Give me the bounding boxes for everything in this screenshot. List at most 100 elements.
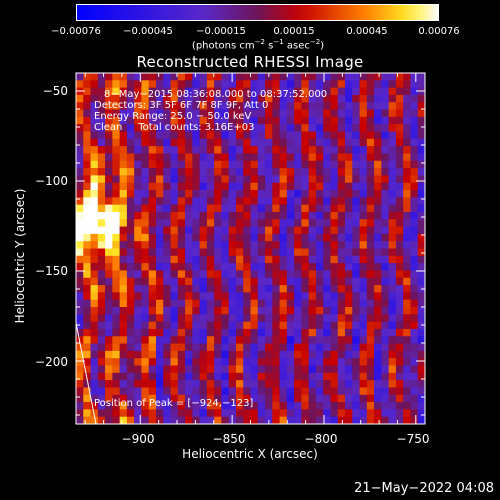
heatmap-cell <box>417 402 426 410</box>
colorbar-tick-label: 0.00045 <box>346 26 388 37</box>
heatmap-cell <box>243 109 251 118</box>
heatmap-cell <box>294 263 302 271</box>
heatmap-cell <box>163 402 171 410</box>
heatmap-cell <box>105 270 113 279</box>
heatmap-cell <box>214 204 222 213</box>
heatmap-cell <box>112 116 120 125</box>
heatmap-cell <box>388 146 397 154</box>
heatmap-cell <box>199 138 208 147</box>
heatmap-cell <box>148 73 157 81</box>
heatmap-cell <box>410 116 419 125</box>
heatmap-cell <box>337 219 346 227</box>
heatmap-cell <box>374 160 382 169</box>
heatmap-cell <box>126 394 135 403</box>
heatmap-cell <box>323 343 331 352</box>
heatmap-cell <box>323 285 331 293</box>
heatmap-cell <box>265 124 273 132</box>
heatmap-cell <box>97 80 106 88</box>
heatmap-cell <box>199 109 208 118</box>
heatmap-cell <box>105 402 113 410</box>
heatmap-cell <box>126 263 135 271</box>
heatmap-cell <box>294 343 302 352</box>
heatmap-cell <box>417 394 426 403</box>
heatmap-cell <box>272 138 280 147</box>
heatmap-cell <box>250 124 259 132</box>
heatmap-cell <box>323 124 331 132</box>
heatmap-cell <box>352 241 360 249</box>
heatmap-cell <box>105 336 113 344</box>
heatmap-cell <box>410 402 419 410</box>
heatmap-cell <box>97 285 106 293</box>
heatmap-cell <box>279 168 288 176</box>
heatmap-cell <box>330 380 339 388</box>
heatmap-cell <box>395 314 404 322</box>
heatmap-cell <box>345 248 353 257</box>
heatmap-cell <box>119 211 128 220</box>
heatmap-cell <box>330 116 339 125</box>
heatmap-cell <box>141 328 150 337</box>
heatmap-cell <box>272 350 280 359</box>
heatmap-cell <box>214 87 222 96</box>
heatmap-cell <box>330 226 339 235</box>
heatmap-cell <box>294 102 302 110</box>
heatmap-cell <box>163 343 171 352</box>
heatmap-cell <box>403 226 411 235</box>
heatmap-cell <box>374 409 382 417</box>
heatmap-cell <box>177 182 186 191</box>
heatmap-cell <box>374 307 382 315</box>
heatmap-cell <box>301 358 309 366</box>
heatmap-cell <box>76 394 84 403</box>
heatmap-cell <box>199 314 208 322</box>
heatmap-cell <box>192 292 200 300</box>
heatmap-cell <box>177 168 186 176</box>
heatmap-cell <box>381 109 389 118</box>
heatmap-cell <box>141 131 150 140</box>
heatmap-cell <box>76 153 84 162</box>
heatmap-cell <box>105 94 113 103</box>
heatmap-cell <box>272 365 280 374</box>
heatmap-cell <box>315 409 324 417</box>
heatmap-cell <box>388 182 397 191</box>
heatmap-cell <box>105 263 113 271</box>
heatmap-cell <box>330 219 339 227</box>
heatmap-cell <box>185 146 193 154</box>
heatmap-cell <box>374 124 382 132</box>
heatmap-cell <box>170 299 179 308</box>
heatmap-cell <box>90 241 99 249</box>
heatmap-cell <box>112 336 120 344</box>
heatmap-cell <box>410 204 419 213</box>
heatmap-cell <box>206 146 215 154</box>
heatmap-cell <box>163 102 171 110</box>
heatmap-cell <box>359 124 368 132</box>
heatmap-cell <box>395 394 404 403</box>
heatmap-cell <box>301 175 309 183</box>
heatmap-cell <box>235 307 244 315</box>
heatmap-cell <box>250 197 259 205</box>
heatmap-cell <box>90 358 99 366</box>
heatmap-cell <box>323 380 331 388</box>
heatmap-cell <box>228 255 237 264</box>
heatmap-cell <box>243 153 251 162</box>
heatmap-cell <box>148 153 157 162</box>
heatmap-cell <box>381 87 389 96</box>
heatmap-cell <box>323 80 331 88</box>
heatmap-cell <box>134 153 142 162</box>
heatmap-cell <box>315 80 324 88</box>
heatmap-cell <box>330 80 339 88</box>
heatmap-cell <box>374 73 382 81</box>
heatmap-cell <box>294 182 302 191</box>
heatmap-cell <box>148 285 157 293</box>
heatmap-cell <box>395 153 404 162</box>
heatmap-cell <box>301 109 309 118</box>
heatmap-cell <box>345 343 353 352</box>
heatmap-cell <box>243 372 251 381</box>
heatmap-cell <box>388 314 397 322</box>
heatmap-cell <box>359 307 368 315</box>
heatmap-cell <box>315 190 324 198</box>
heatmap-cell <box>388 372 397 381</box>
heatmap-cell <box>141 73 150 81</box>
heatmap-cell <box>359 80 368 88</box>
heatmap-cell <box>199 160 208 169</box>
heatmap-cell <box>97 409 106 417</box>
heatmap-cell <box>97 292 106 300</box>
